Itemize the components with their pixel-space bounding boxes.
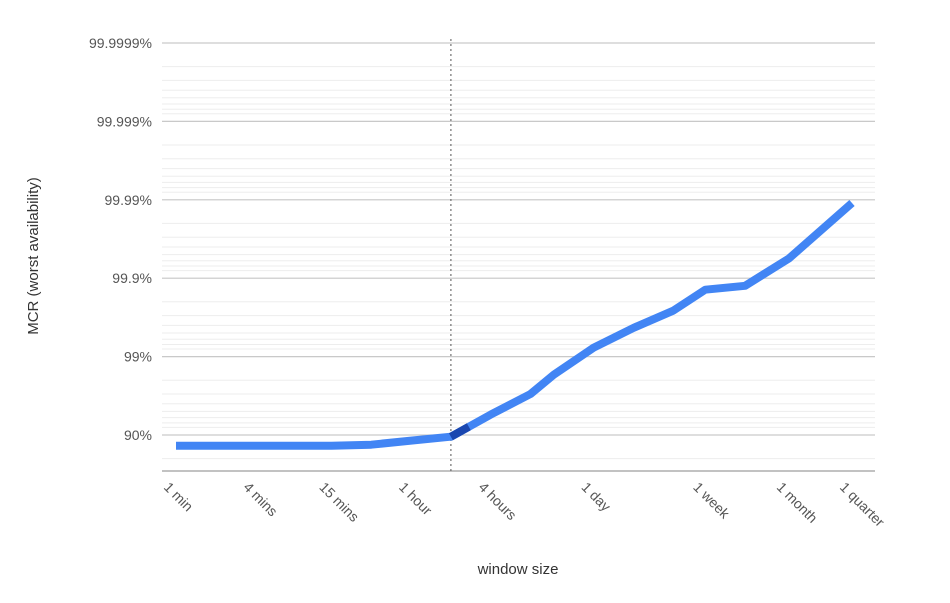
x-tick-label: 15 mins <box>316 479 362 525</box>
x-tick-label: 1 hour <box>396 479 436 519</box>
y-tick-label: 99.9999% <box>89 35 152 51</box>
x-tick-label: 1 quarter <box>837 479 888 530</box>
y-tick-label: 99.9% <box>112 270 152 286</box>
x-axis-title: window size <box>477 561 559 578</box>
y-axis-title: MCR (worst availability) <box>25 177 42 335</box>
x-tick-label: 1 month <box>774 479 821 526</box>
y-tick-label: 99% <box>124 349 152 365</box>
x-tick-label: 4 hours <box>476 479 520 523</box>
x-tick-label: 1 day <box>578 479 614 515</box>
series-line <box>176 203 852 446</box>
y-tick-label: 90% <box>124 427 152 443</box>
y-tick-label: 99.99% <box>105 192 152 208</box>
y-tick-label: 99.999% <box>97 113 152 129</box>
x-tick-label: 4 mins <box>240 479 280 519</box>
x-tick-label: 1 week <box>690 479 733 522</box>
x-tick-label: 1 min <box>161 479 197 515</box>
